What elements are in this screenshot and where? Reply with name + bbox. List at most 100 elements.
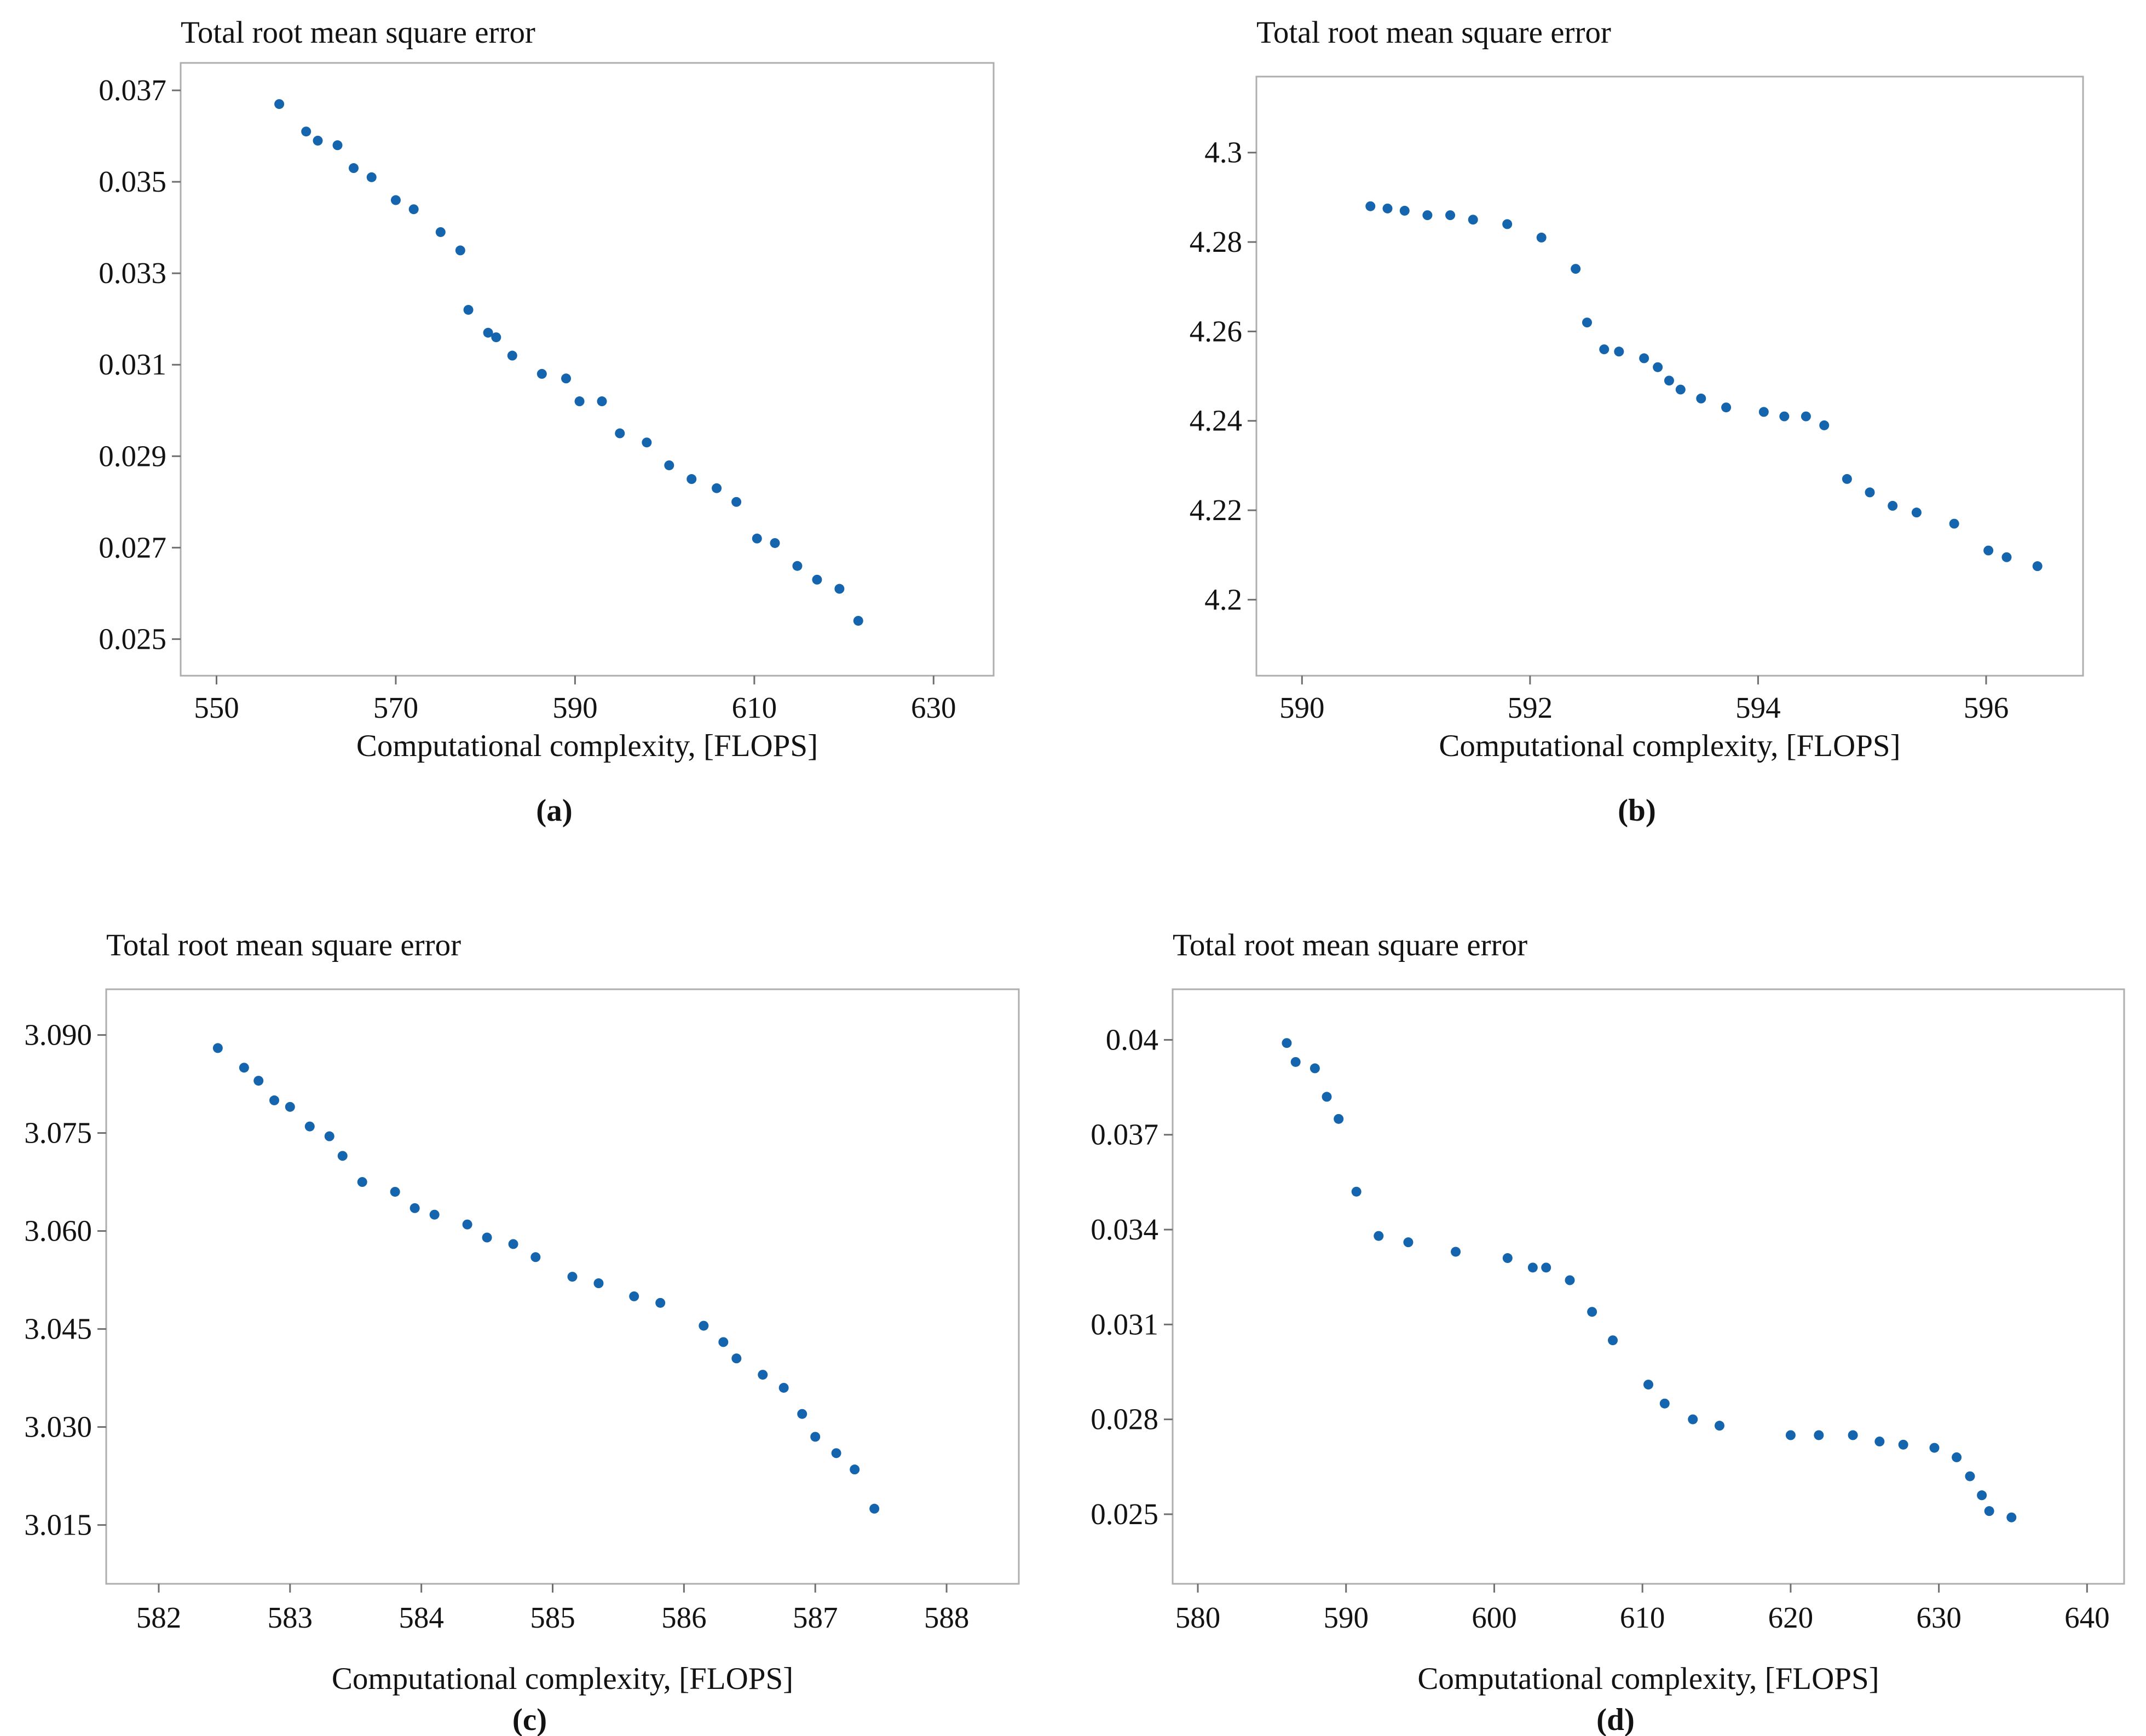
data-point bbox=[1582, 318, 1592, 328]
y-tick-label: 3.015 bbox=[24, 1508, 92, 1542]
data-point bbox=[337, 1151, 348, 1161]
y-tick-label: 0.031 bbox=[99, 348, 166, 381]
x-tick-label: 584 bbox=[399, 1601, 444, 1634]
data-point bbox=[1819, 420, 1830, 430]
scatter-chart-c: Total root mean square error 582 583 584 585… bbox=[24, 928, 1020, 1736]
data-point bbox=[390, 195, 401, 205]
data-point bbox=[1282, 1038, 1292, 1048]
data-point bbox=[718, 1337, 729, 1347]
data-point bbox=[574, 396, 585, 407]
y-tick-label: 0.025 bbox=[99, 622, 166, 655]
data-point bbox=[482, 1232, 492, 1243]
data-point bbox=[212, 1043, 223, 1053]
y-tick-label: 0.025 bbox=[1091, 1497, 1158, 1531]
panel-a: Total root mean square error 550 570 590 610… bbox=[0, 0, 1073, 868]
data-point bbox=[348, 163, 359, 174]
data-point bbox=[792, 561, 803, 571]
plot-frame bbox=[180, 62, 995, 677]
data-point bbox=[1779, 411, 1790, 422]
x-tick-label: 610 bbox=[1620, 1601, 1665, 1634]
data-point bbox=[731, 497, 742, 507]
data-point bbox=[491, 332, 501, 343]
x-tick-label: 594 bbox=[1735, 691, 1780, 724]
data-point bbox=[1983, 545, 1994, 556]
x-tick-label: 620 bbox=[1768, 1601, 1814, 1634]
y-tick-label: 0.031 bbox=[1091, 1307, 1158, 1341]
data-point bbox=[1351, 1186, 1362, 1197]
y-tick-label: 0.037 bbox=[99, 73, 166, 107]
plot-frame bbox=[105, 988, 1020, 1585]
data-point bbox=[1309, 1063, 1320, 1074]
data-point bbox=[1502, 219, 1513, 229]
data-point bbox=[1688, 1414, 1698, 1424]
x-tick-label: 610 bbox=[732, 691, 777, 724]
data-point bbox=[253, 1076, 264, 1086]
data-point bbox=[1949, 518, 1959, 529]
data-point bbox=[1721, 402, 1732, 413]
data-point bbox=[483, 327, 493, 338]
data-point bbox=[1502, 1253, 1513, 1264]
data-point bbox=[567, 1272, 578, 1282]
chart-title: Total root mean square error bbox=[1256, 15, 1611, 50]
data-point bbox=[664, 460, 674, 470]
x-tick-label: 588 bbox=[924, 1601, 970, 1634]
y-tick-label: 4.24 bbox=[1190, 404, 1242, 437]
x-axis-label: Computational complexity, [FLOPS] bbox=[1439, 729, 1900, 763]
y-tick-label: 3.030 bbox=[24, 1410, 92, 1444]
y-tick-label: 0.037 bbox=[1091, 1118, 1158, 1151]
data-point bbox=[1965, 1471, 1975, 1481]
data-point bbox=[615, 428, 625, 439]
data-point bbox=[357, 1177, 367, 1187]
data-point bbox=[655, 1297, 666, 1308]
data-point bbox=[831, 1448, 841, 1458]
scatter-chart-a: Total root mean square error 550 570 590 610… bbox=[99, 15, 995, 828]
data-point bbox=[285, 1101, 295, 1112]
data-point bbox=[1403, 1237, 1414, 1248]
x-axis-label: Computational complexity, [FLOPS] bbox=[332, 1662, 793, 1696]
x-tick-label: 585 bbox=[530, 1601, 575, 1634]
x-tick-label: 590 bbox=[552, 691, 597, 724]
data-point bbox=[1888, 500, 1898, 511]
data-point bbox=[597, 396, 607, 407]
panel-d: Total root mean square error 580 590 600 610… bbox=[1073, 868, 2146, 1736]
x-tick-label: 587 bbox=[793, 1601, 838, 1634]
data-point bbox=[1399, 205, 1410, 216]
data-point bbox=[1874, 1437, 1885, 1447]
caption-letter: (d) bbox=[1596, 1703, 1635, 1736]
data-point bbox=[1536, 232, 1547, 243]
data-point bbox=[1653, 362, 1663, 372]
data-point bbox=[810, 1432, 821, 1442]
data-point bbox=[1952, 1452, 1962, 1462]
data-point bbox=[1599, 344, 1609, 355]
data-point bbox=[1422, 210, 1433, 221]
data-point bbox=[508, 1239, 518, 1249]
data-point bbox=[1848, 1430, 1858, 1440]
x-tick-label: 583 bbox=[268, 1601, 313, 1634]
data-point bbox=[536, 368, 547, 379]
x-axis-label: Computational complexity, [FLOPS] bbox=[1417, 1662, 1879, 1696]
data-point bbox=[455, 245, 465, 256]
data-point bbox=[1608, 1335, 1618, 1346]
data-point bbox=[1977, 1490, 1987, 1501]
data-point bbox=[1290, 1057, 1301, 1067]
data-point bbox=[834, 584, 845, 594]
data-point bbox=[429, 1209, 440, 1220]
data-point bbox=[778, 1382, 789, 1393]
data-point bbox=[1785, 1430, 1796, 1440]
y-tick-label: 3.060 bbox=[24, 1214, 92, 1248]
chart-title: Total root mean square error bbox=[1173, 928, 1527, 962]
data-point bbox=[1842, 474, 1852, 484]
data-point bbox=[239, 1063, 249, 1073]
data-point bbox=[1639, 353, 1649, 364]
y-tick-label: 4.28 bbox=[1190, 225, 1242, 258]
x-tick-label: 596 bbox=[1964, 691, 2009, 724]
data-point bbox=[1659, 1398, 1670, 1409]
y-tick-label: 0.033 bbox=[99, 256, 166, 290]
x-tick-label: 582 bbox=[136, 1601, 182, 1634]
y-tick-label: 0.029 bbox=[99, 439, 166, 472]
x-tick-label: 550 bbox=[194, 691, 239, 724]
data-point bbox=[1571, 264, 1581, 274]
data-point bbox=[1898, 1439, 1908, 1450]
y-tick-label: 3.075 bbox=[24, 1116, 92, 1150]
